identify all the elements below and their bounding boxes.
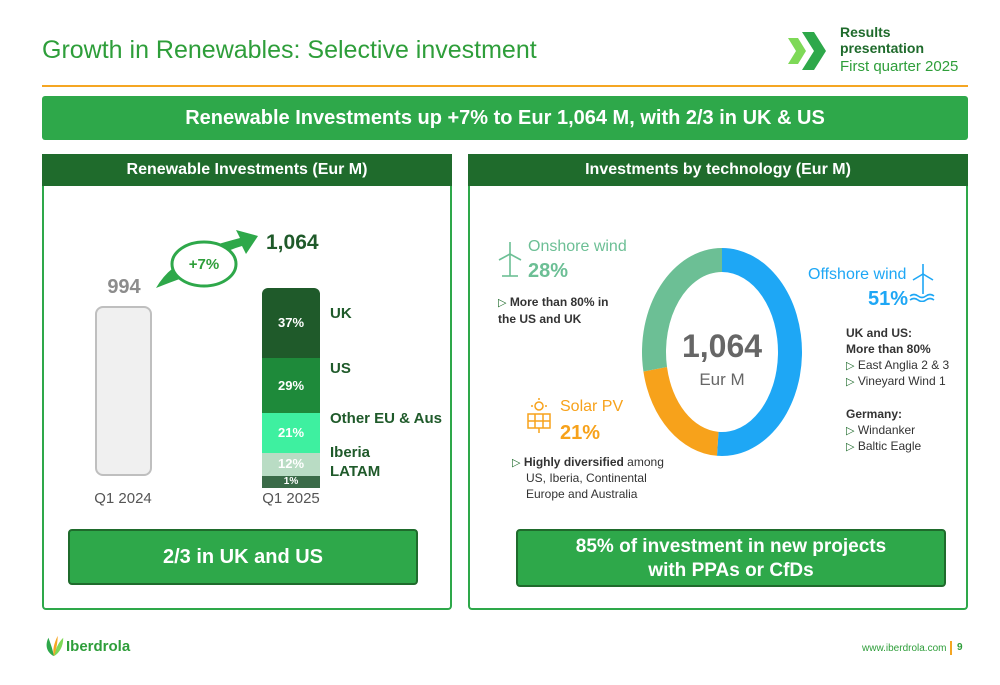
bar-q1-2024 xyxy=(95,306,152,476)
growth-arrow-icon xyxy=(156,230,258,288)
offshore-pct: 51% xyxy=(868,288,909,310)
offshore-note-head-2: More than 80% xyxy=(846,342,931,356)
bar-value-q1-2024: 994 xyxy=(107,276,141,298)
left-panel-heading: Renewable Investments (Eur M) xyxy=(42,154,452,186)
solar-name: Solar PV xyxy=(560,398,624,415)
offshore-note-head-1: UK and US: xyxy=(846,326,912,340)
stack-segment-other-eu-aus: 21% xyxy=(262,413,320,454)
stack-segment-iberia: 12% xyxy=(262,453,320,477)
onshore-note: ▷ More than 80% in the US and UK xyxy=(498,295,609,326)
technology-donut-chart xyxy=(642,248,802,456)
stack-label-iberia: Iberia xyxy=(330,444,371,461)
donut-center-value: 1,064 xyxy=(681,328,763,364)
results-line-2: presentation xyxy=(840,40,925,56)
results-presentation-logo: Results presentation First quarter 2025 xyxy=(788,22,978,82)
results-line-3: First quarter 2025 xyxy=(840,58,959,75)
offshore-item-windanker: ▷ Windanker xyxy=(846,423,916,437)
donut-slice-solar-pv xyxy=(643,366,719,456)
right-panel xyxy=(468,154,968,610)
stack-segment-us: 29% xyxy=(262,358,320,414)
solar-pct: 21% xyxy=(560,422,601,444)
triangle-bullet-icon: ▷ xyxy=(512,457,521,469)
results-line-1: Results xyxy=(840,24,891,40)
chevrons-icon xyxy=(788,32,826,70)
onshore-wind-icon xyxy=(498,242,522,277)
left-panel xyxy=(42,154,452,610)
offshore-item-baltic-eagle: ▷ Baltic Eagle xyxy=(846,439,922,453)
right-panel-heading: Investments by technology (Eur M) xyxy=(468,154,968,186)
onshore-pct: 28% xyxy=(528,260,569,282)
footer-url-link[interactable]: www.iberdrola.com xyxy=(862,643,947,654)
solar-note-line-2: US, Iberia, Continental xyxy=(526,471,647,485)
solar-panel-icon xyxy=(527,398,551,433)
uk-us-callout: 2/3 in UK and US xyxy=(68,529,418,585)
offshore-wind-icon xyxy=(909,264,935,302)
stack-label-latam: LATAM xyxy=(330,463,381,480)
offshore-item-vineyard: ▷ Vineyard Wind 1 xyxy=(846,374,946,388)
donut-slice-onshore-wind xyxy=(642,248,722,372)
solar-note-line-3: Europe and Australia xyxy=(526,487,638,501)
growth-label: +7% xyxy=(188,256,220,273)
page-title: Growth in Renewables: Selective investme… xyxy=(42,36,537,64)
offshore-name: Offshore wind xyxy=(808,266,907,283)
donut-center-unit: Eur M xyxy=(699,370,745,389)
headline-banner: Renewable Investments up +7% to Eur 1,06… xyxy=(42,96,968,140)
onshore-name: Onshore wind xyxy=(528,238,627,255)
ppa-callout-line-2: with PPAs or CfDs xyxy=(648,560,814,581)
x-tick-q1-2024: Q1 2024 xyxy=(94,490,152,507)
donut-slice-offshore-wind xyxy=(716,248,802,456)
offshore-item-east-anglia: ▷ East Anglia 2 & 3 xyxy=(846,358,950,372)
footer-separator xyxy=(950,641,952,655)
stack-segment-uk: 37% xyxy=(262,288,320,359)
bar-value-q1-2025: 1,064 xyxy=(266,231,319,254)
ppa-cfd-callout: 85% of investment in new projects with P… xyxy=(516,529,946,587)
x-tick-q1-2025: Q1 2025 xyxy=(262,490,320,507)
stack-label-other-eu-aus: Other EU & Aus xyxy=(330,410,442,427)
stack-segment-latam: 1% xyxy=(262,476,320,489)
iberdrola-logo-icon xyxy=(46,635,64,657)
stack-label-uk: UK xyxy=(330,305,352,322)
page-number: 9 xyxy=(957,642,963,653)
ppa-callout-line-1: 85% of investment in new projects xyxy=(575,536,887,557)
triangle-bullet-icon: ▷ xyxy=(498,297,507,309)
header-divider xyxy=(42,85,968,87)
stack-label-us: US xyxy=(330,360,351,377)
germany-head: Germany: xyxy=(846,407,903,421)
footer-logo-text: Iberdrola xyxy=(66,638,131,655)
solar-note-line-1: ▷ Highly diversified among xyxy=(512,455,664,469)
